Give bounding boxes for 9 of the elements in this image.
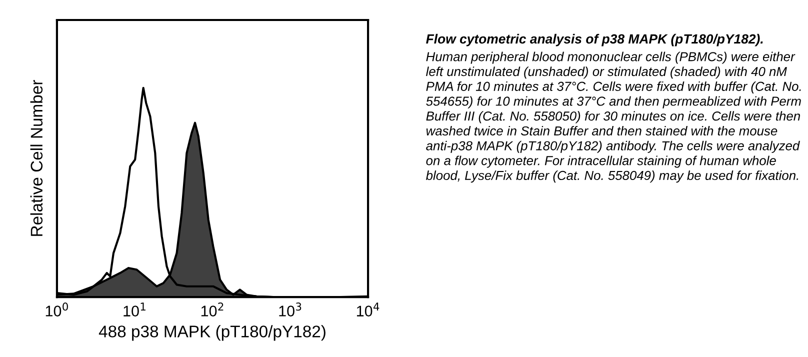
text: Human peripheral blood mononuclear cells (PBMCs) were either left unstimulated (unshaded) or stimulated (shaded) with 40 nM PMA for 10 minutes at 37°C. Cells were fixed with buffer (Cat. No. 554655) for 10 minutes at 37°C and then permeablized with Perm Buffer III (Cat. No. 558050) for 30 minutes on ice. Cells were then washed twice in Stain Buffer and then stained with the mouse anti-p38 MAPK (pT180/pY182) antibody. The cells were analyzed on a flow cytometer. For intracellular staining of human whole blood, Lyse/Fix buffer (Cat. No. 558049) may be used for fixation. <box>426 52 801 183</box>
y-axis-title: Relative Cell Number <box>30 80 43 236</box>
text: Flow cytometric analysis of p38 MAPK (pT180/pY182). <box>426 34 763 46</box>
x-tick-label: 10$^{2}$ <box>201 302 224 316</box>
x-axis-title: 488 p38 MAPK (pT180/pY182) <box>98 325 326 341</box>
x-tick-label: 10$^{3}$ <box>279 302 302 316</box>
x-tick-label: 10$^{4}$ <box>356 302 380 316</box>
x-tick-label: 10$^{0}$ <box>46 302 68 316</box>
x-tick-label: 10$^{1}$ <box>124 302 146 316</box>
